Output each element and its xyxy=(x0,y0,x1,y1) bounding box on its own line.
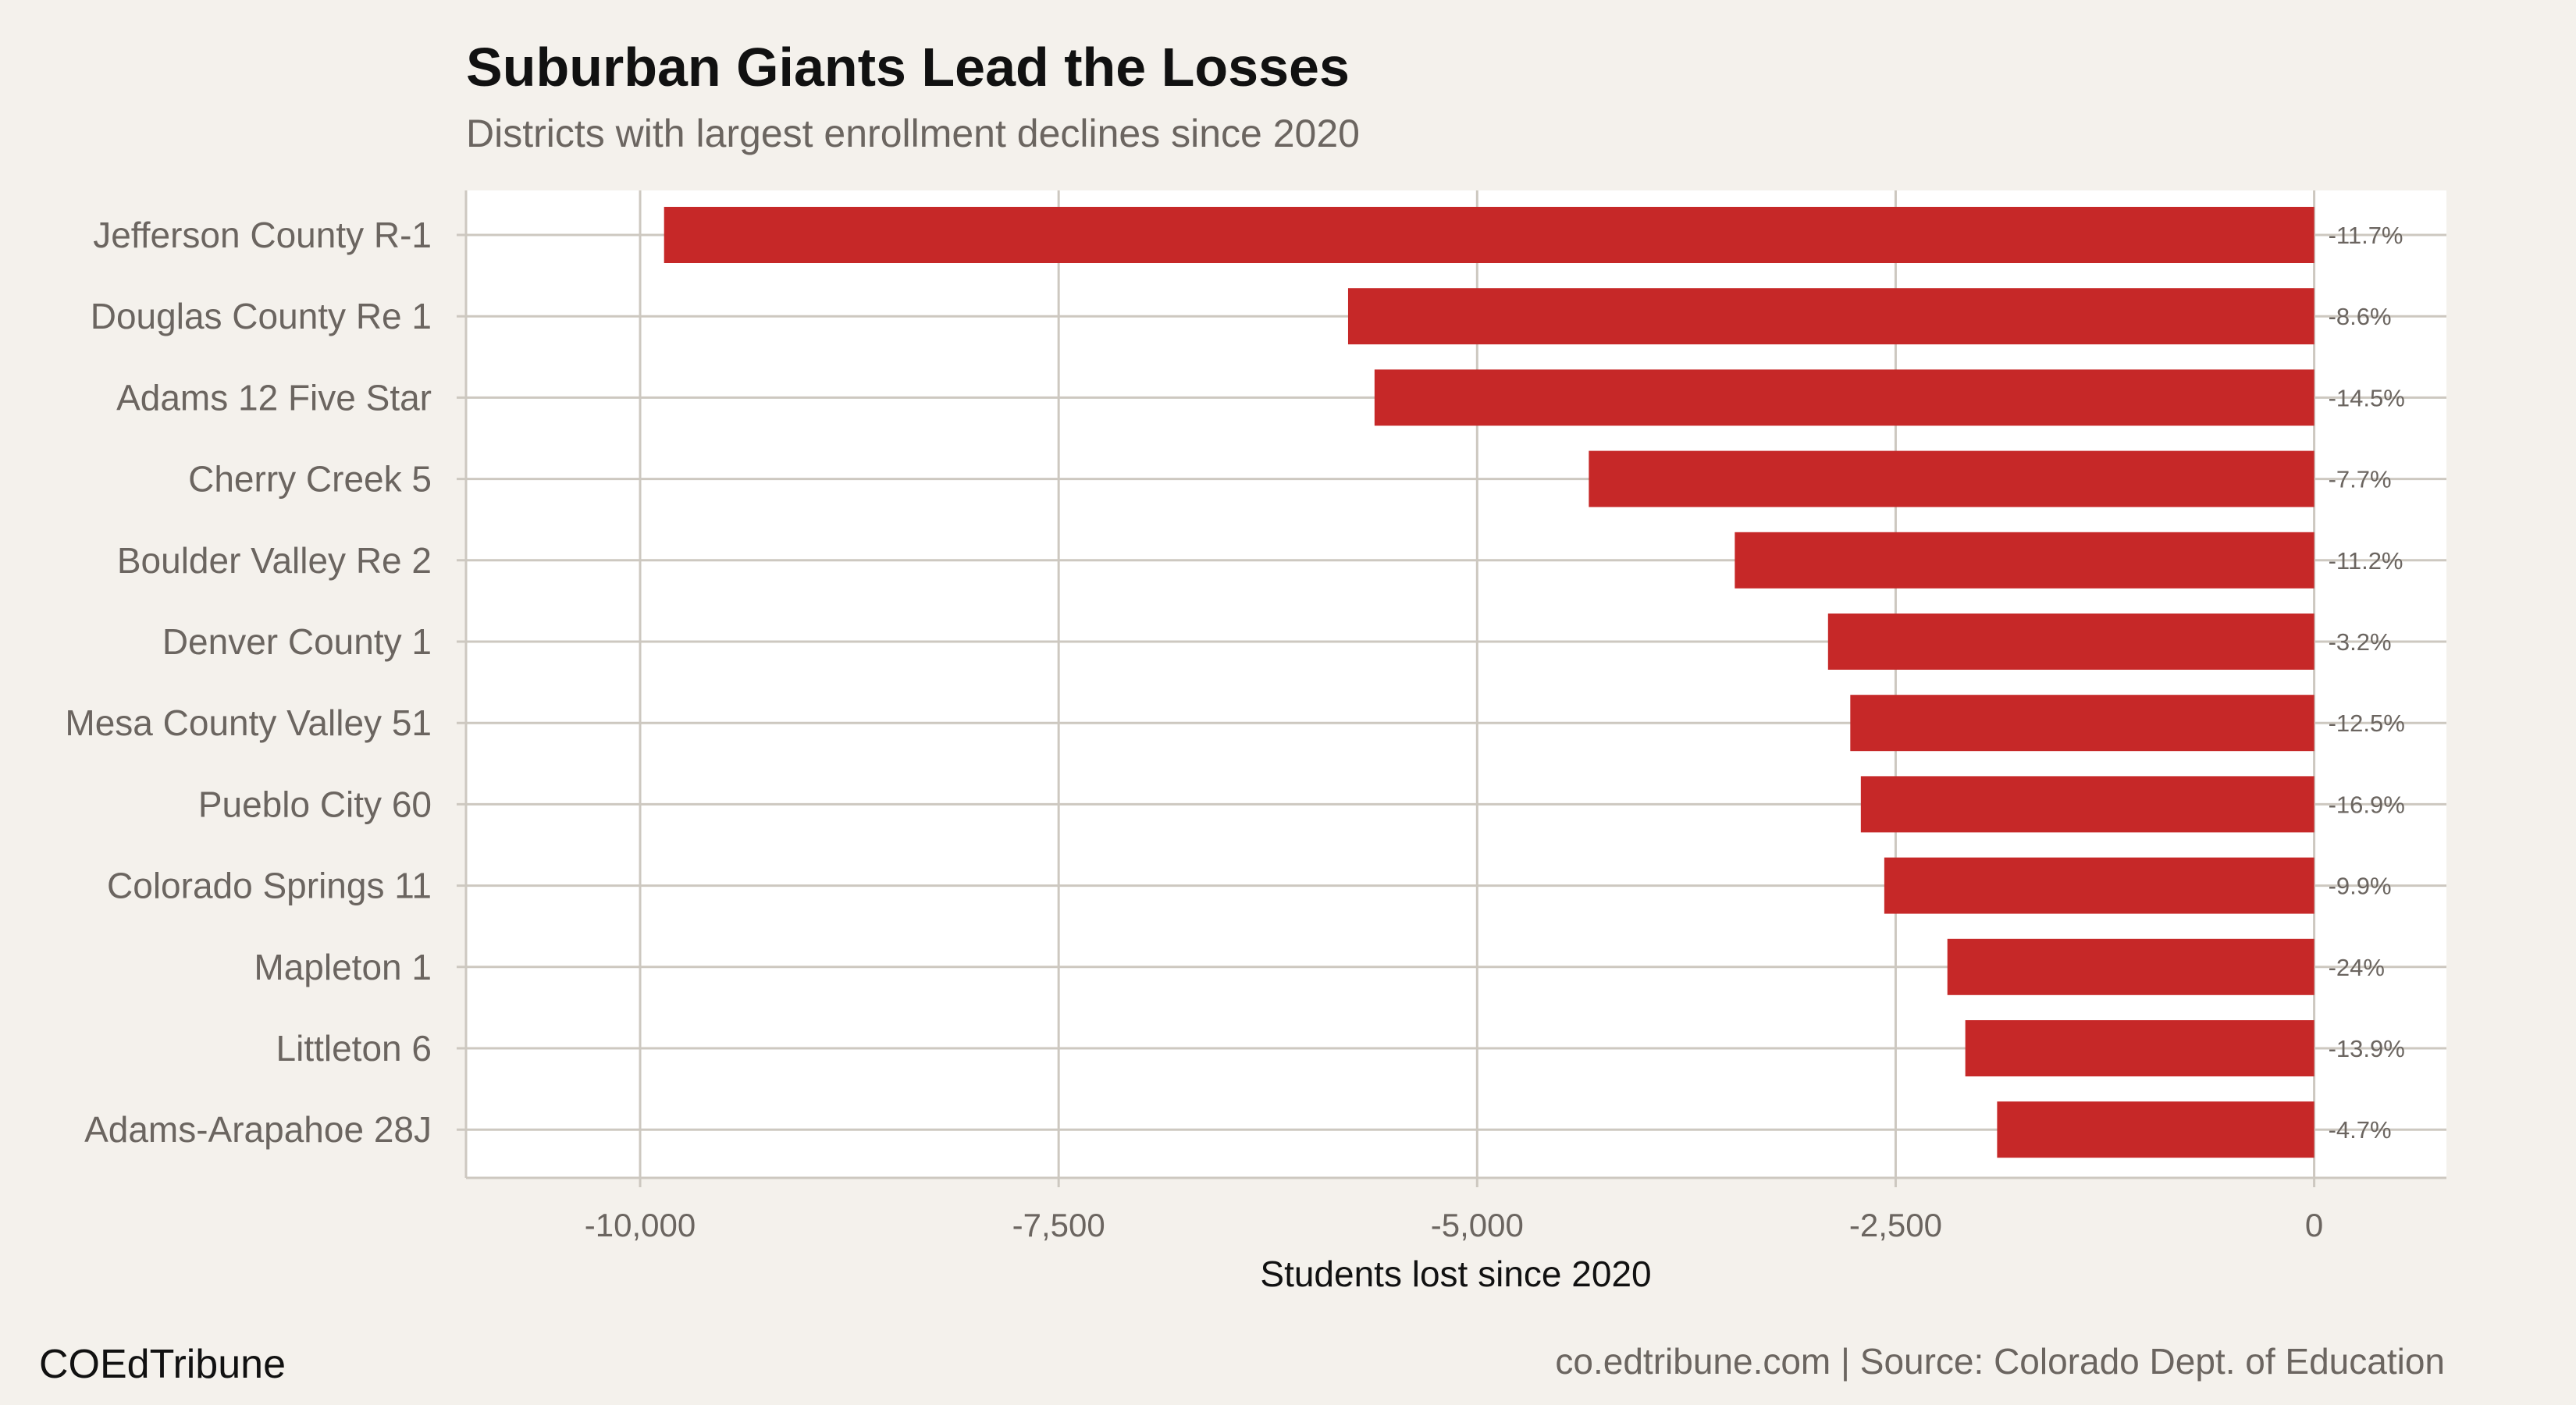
bar-denver-county-1 xyxy=(1827,614,2314,670)
y-axis-labels: Jefferson County R-1 Douglas County Re 1 A… xyxy=(65,215,432,1150)
percent-change-label: -12.5% xyxy=(2329,710,2405,737)
bar-boulder-valley-re-2 xyxy=(1735,532,2314,589)
bar-cherry-creek-5 xyxy=(1589,450,2314,507)
bar-douglas-county-re-1 xyxy=(1347,288,2314,345)
brand-logo-text: COEdTribune xyxy=(39,1342,286,1387)
chart-subtitle: Districts with largest enrollment declin… xyxy=(466,112,1360,155)
y-category-label: Colorado Springs 11 xyxy=(107,866,432,906)
x-tick-label: -2,500 xyxy=(1849,1207,1942,1243)
y-category-label: Jefferson County R-1 xyxy=(93,215,432,255)
y-category-label: Mapleton 1 xyxy=(254,947,432,987)
y-category-label: Mesa County Valley 51 xyxy=(65,702,432,743)
x-tick-label: -10,000 xyxy=(585,1207,696,1243)
y-category-label: Boulder Valley Re 2 xyxy=(117,540,432,581)
y-category-label: Pueblo City 60 xyxy=(198,784,432,824)
percent-change-label: -7.7% xyxy=(2329,466,2392,493)
bar-pueblo-city-60 xyxy=(1860,776,2314,833)
percent-change-label: -24% xyxy=(2329,954,2385,981)
percent-change-label: -14.5% xyxy=(2329,384,2405,411)
y-category-label: Denver County 1 xyxy=(162,621,432,662)
bar-jefferson-county-r-1 xyxy=(664,207,2314,263)
bar-colorado-springs-11 xyxy=(1884,857,2314,914)
bar-mapleton-1 xyxy=(1947,938,2314,995)
plot-panel xyxy=(466,190,2446,1178)
x-axis-ticks: -10,000 -7,500 -5,000 -2,500 0 xyxy=(585,1207,2323,1243)
x-tick-label: -5,000 xyxy=(1431,1207,1524,1243)
percent-change-label: -3.2% xyxy=(2329,628,2392,656)
y-category-label: Adams-Arapahoe 28J xyxy=(84,1109,432,1150)
bar-adams-12-five-star xyxy=(1374,369,2314,426)
bars xyxy=(664,207,2314,1158)
percent-change-label: -11.2% xyxy=(2329,547,2403,574)
y-category-label: Cherry Creek 5 xyxy=(188,459,432,500)
percent-change-label: -16.9% xyxy=(2329,791,2405,818)
x-tick-label: -7,500 xyxy=(1012,1207,1105,1243)
percent-change-label: -8.6% xyxy=(2329,303,2392,330)
percent-change-label: -9.9% xyxy=(2329,873,2392,900)
y-category-label: Littleton 6 xyxy=(276,1028,432,1069)
x-tick-label: 0 xyxy=(2305,1207,2323,1243)
y-category-label: Adams 12 Five Star xyxy=(116,377,432,418)
chart-title: Suburban Giants Lead the Losses xyxy=(466,37,1350,98)
bar-adams-arapahoe-28j xyxy=(1997,1101,2314,1158)
percent-labels: -11.7% -8.6% -14.5% -7.7% -11.2% -3.2% -12.5% -… xyxy=(2329,222,2405,1144)
bar-mesa-county-valley-51 xyxy=(1850,695,2314,752)
percent-change-label: -11.7% xyxy=(2329,222,2403,249)
y-category-label: Douglas County Re 1 xyxy=(91,296,432,336)
x-axis-title: Students lost since 2020 xyxy=(1260,1254,1651,1294)
percent-change-label: -13.9% xyxy=(2329,1035,2405,1062)
percent-change-label: -4.7% xyxy=(2329,1116,2392,1144)
bar-littleton-6 xyxy=(1965,1020,2314,1076)
source-credit: co.edtribune.com | Source: Colorado Dept… xyxy=(1555,1341,2445,1382)
